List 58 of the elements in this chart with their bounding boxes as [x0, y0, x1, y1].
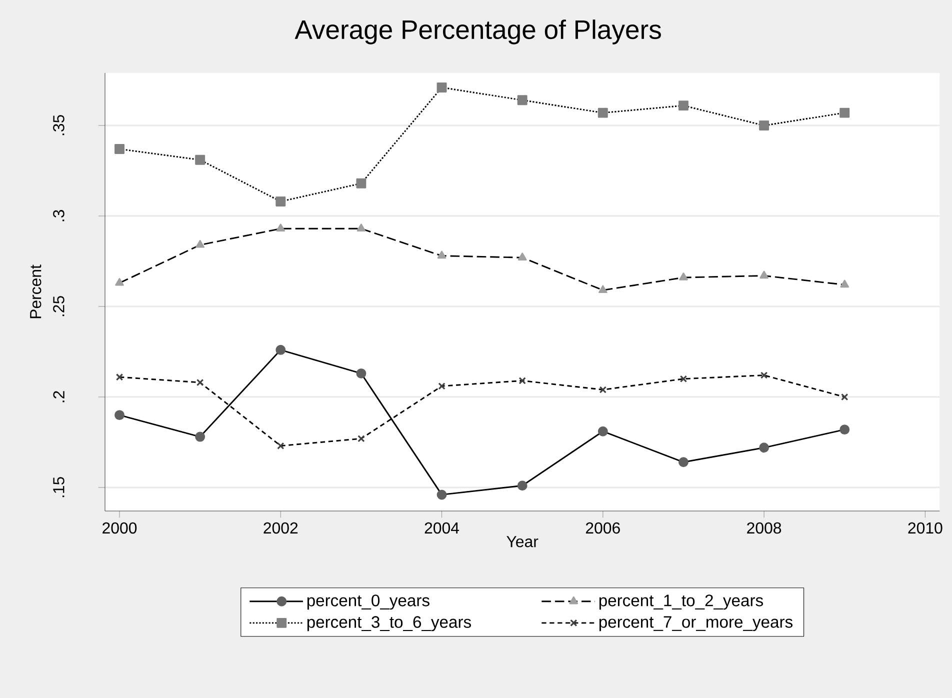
point	[358, 434, 365, 442]
point	[598, 108, 608, 118]
point	[517, 480, 528, 491]
point	[840, 108, 850, 118]
x-tick-label: 2006	[586, 522, 620, 534]
point	[517, 95, 528, 106]
point	[759, 120, 770, 130]
point	[436, 490, 447, 500]
x-tick-label: 2010	[908, 522, 942, 534]
x-tick-label: 2004	[424, 522, 460, 534]
point	[840, 424, 850, 435]
point	[114, 410, 124, 420]
point	[840, 393, 848, 401]
legend-label: percent_3_to_6_years	[307, 616, 471, 632]
point	[276, 196, 286, 206]
point	[356, 178, 366, 188]
point	[196, 240, 204, 248]
point	[678, 100, 688, 111]
x-tick-label: 2008	[747, 522, 782, 534]
point	[276, 224, 286, 232]
point	[679, 272, 688, 280]
y-tick-label: .35	[53, 115, 64, 136]
legend-label: percent_7_or_more_years	[599, 616, 792, 632]
x-axis-title: Year	[506, 536, 538, 548]
point	[598, 285, 608, 294]
point	[759, 442, 770, 453]
legend-label: percent_0_years	[307, 594, 430, 610]
point	[518, 377, 526, 384]
point	[437, 250, 446, 259]
y-tick-label: .2	[53, 391, 64, 402]
legend-label: percent_1_to_2_years	[599, 594, 763, 610]
point	[598, 426, 608, 436]
y-tick-label: .15	[53, 477, 64, 498]
y-tick-label: .3	[53, 210, 64, 222]
point	[356, 224, 366, 232]
point	[115, 278, 124, 286]
y-axis-title: Percent	[30, 264, 42, 318]
x-tick-label: 2002	[264, 522, 298, 534]
point	[195, 432, 206, 442]
point	[276, 344, 286, 355]
point	[277, 442, 284, 450]
y-tick-label: .25	[53, 296, 64, 316]
point	[114, 144, 124, 154]
point	[356, 368, 366, 378]
point	[116, 373, 124, 381]
point	[438, 382, 446, 390]
point	[678, 457, 688, 468]
point	[196, 378, 204, 386]
point	[760, 270, 768, 279]
chart-title: Average Percentage of Players	[294, 20, 661, 44]
point	[436, 82, 447, 92]
point	[518, 252, 527, 260]
point	[680, 375, 688, 382]
point	[599, 386, 607, 394]
point	[760, 372, 768, 379]
x-tick-label: 2000	[102, 522, 137, 534]
point	[195, 154, 206, 165]
point	[840, 280, 850, 288]
